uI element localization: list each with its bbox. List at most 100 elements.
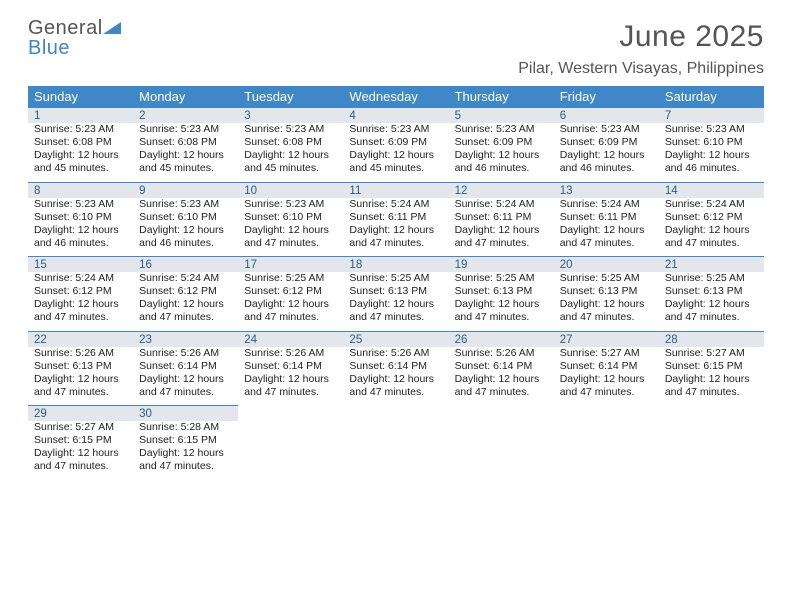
- day-number: 17: [238, 257, 343, 272]
- sunrise-line: Sunrise: 5:23 AM: [560, 123, 653, 136]
- sunrise-line: Sunrise: 5:23 AM: [244, 198, 337, 211]
- day-cell: Sunrise: 5:24 AMSunset: 6:11 PMDaylight:…: [449, 198, 554, 257]
- day-cell: Sunrise: 5:25 AMSunset: 6:13 PMDaylight:…: [449, 272, 554, 331]
- sunset-line: Sunset: 6:14 PM: [349, 360, 442, 373]
- title-block: June 2025 Pilar, Western Visayas, Philip…: [518, 20, 764, 78]
- sunset-line: Sunset: 6:13 PM: [349, 285, 442, 298]
- calendar-body: 1234567Sunrise: 5:23 AMSunset: 6:08 PMDa…: [28, 108, 764, 480]
- day-cell: Sunrise: 5:23 AMSunset: 6:09 PMDaylight:…: [343, 123, 448, 182]
- day-number: 13: [554, 183, 659, 198]
- sunset-line: Sunset: 6:10 PM: [665, 136, 758, 149]
- day-cell: Sunrise: 5:25 AMSunset: 6:12 PMDaylight:…: [238, 272, 343, 331]
- daylight-line: Daylight: 12 hours and 47 minutes.: [560, 298, 653, 324]
- day-cell: Sunrise: 5:26 AMSunset: 6:13 PMDaylight:…: [28, 347, 133, 406]
- sunrise-line: Sunrise: 5:26 AM: [349, 347, 442, 360]
- daylight-line: Daylight: 12 hours and 46 minutes.: [455, 149, 548, 175]
- sunset-line: Sunset: 6:14 PM: [139, 360, 232, 373]
- sunrise-line: Sunrise: 5:24 AM: [349, 198, 442, 211]
- daylight-line: Daylight: 12 hours and 46 minutes.: [34, 224, 127, 250]
- day-number: 25: [343, 332, 448, 347]
- day-cell: Sunrise: 5:25 AMSunset: 6:13 PMDaylight:…: [659, 272, 764, 331]
- daylight-line: Daylight: 12 hours and 47 minutes.: [139, 373, 232, 399]
- daylight-line: Daylight: 12 hours and 47 minutes.: [349, 373, 442, 399]
- sunset-line: Sunset: 6:13 PM: [455, 285, 548, 298]
- week-row: Sunrise: 5:24 AMSunset: 6:12 PMDaylight:…: [28, 272, 764, 331]
- day-cell: Sunrise: 5:23 AMSunset: 6:09 PMDaylight:…: [554, 123, 659, 182]
- day-number: 27: [554, 332, 659, 347]
- day-number: 18: [343, 257, 448, 272]
- sunset-line: Sunset: 6:13 PM: [34, 360, 127, 373]
- weekday-header: Thursday: [449, 86, 554, 108]
- day-cell-empty: [659, 421, 764, 427]
- day-cell-empty: [449, 421, 554, 427]
- page-header: General Blue June 2025 Pilar, Western Vi…: [28, 20, 764, 78]
- week-row: Sunrise: 5:26 AMSunset: 6:13 PMDaylight:…: [28, 347, 764, 406]
- daylight-line: Daylight: 12 hours and 45 minutes.: [349, 149, 442, 175]
- daylight-line: Daylight: 12 hours and 47 minutes.: [34, 298, 127, 324]
- sunset-line: Sunset: 6:11 PM: [560, 211, 653, 224]
- day-number: 1: [28, 108, 133, 123]
- day-cell: Sunrise: 5:24 AMSunset: 6:11 PMDaylight:…: [554, 198, 659, 257]
- sunrise-line: Sunrise: 5:26 AM: [139, 347, 232, 360]
- sunrise-line: Sunrise: 5:26 AM: [455, 347, 548, 360]
- sunrise-line: Sunrise: 5:25 AM: [349, 272, 442, 285]
- week-row: Sunrise: 5:27 AMSunset: 6:15 PMDaylight:…: [28, 421, 764, 480]
- day-cell-empty: [238, 421, 343, 427]
- sunset-line: Sunset: 6:10 PM: [34, 211, 127, 224]
- location-subtitle: Pilar, Western Visayas, Philippines: [518, 60, 764, 78]
- day-number: 6: [554, 108, 659, 123]
- day-cell-empty: [343, 421, 448, 427]
- day-cell: Sunrise: 5:27 AMSunset: 6:14 PMDaylight:…: [554, 347, 659, 406]
- day-number: 11: [343, 183, 448, 198]
- sunset-line: Sunset: 6:15 PM: [139, 434, 232, 447]
- sunset-line: Sunset: 6:09 PM: [349, 136, 442, 149]
- daylight-line: Daylight: 12 hours and 47 minutes.: [349, 298, 442, 324]
- day-number: 14: [659, 183, 764, 198]
- day-cell: Sunrise: 5:23 AMSunset: 6:10 PMDaylight:…: [238, 198, 343, 257]
- sunrise-line: Sunrise: 5:26 AM: [34, 347, 127, 360]
- day-number: 23: [133, 332, 238, 347]
- sunrise-line: Sunrise: 5:23 AM: [244, 123, 337, 136]
- daylight-line: Daylight: 12 hours and 47 minutes.: [139, 447, 232, 473]
- week-row: Sunrise: 5:23 AMSunset: 6:10 PMDaylight:…: [28, 198, 764, 257]
- day-number: 12: [449, 183, 554, 198]
- day-number: 10: [238, 183, 343, 198]
- day-number: 21: [659, 257, 764, 272]
- day-cell: Sunrise: 5:24 AMSunset: 6:12 PMDaylight:…: [659, 198, 764, 257]
- sunrise-line: Sunrise: 5:24 AM: [455, 198, 548, 211]
- day-cell: Sunrise: 5:23 AMSunset: 6:08 PMDaylight:…: [28, 123, 133, 182]
- day-cell: Sunrise: 5:27 AMSunset: 6:15 PMDaylight:…: [28, 421, 133, 480]
- daylight-line: Daylight: 12 hours and 47 minutes.: [455, 298, 548, 324]
- day-number: 29: [28, 406, 133, 421]
- sunrise-line: Sunrise: 5:23 AM: [139, 198, 232, 211]
- weekday-header: Monday: [133, 86, 238, 108]
- day-cell: Sunrise: 5:23 AMSunset: 6:08 PMDaylight:…: [133, 123, 238, 182]
- day-cell-empty: [554, 421, 659, 427]
- daylight-line: Daylight: 12 hours and 47 minutes.: [34, 373, 127, 399]
- sunset-line: Sunset: 6:09 PM: [455, 136, 548, 149]
- brand-logo: General Blue: [28, 18, 121, 58]
- calendar-header-row: SundayMondayTuesdayWednesdayThursdayFrid…: [28, 86, 764, 108]
- brand-text: General Blue: [28, 18, 121, 58]
- daylight-line: Daylight: 12 hours and 45 minutes.: [139, 149, 232, 175]
- sunset-line: Sunset: 6:12 PM: [665, 211, 758, 224]
- sunrise-line: Sunrise: 5:27 AM: [560, 347, 653, 360]
- day-cell: Sunrise: 5:24 AMSunset: 6:12 PMDaylight:…: [133, 272, 238, 331]
- sunrise-line: Sunrise: 5:24 AM: [560, 198, 653, 211]
- daynum-row: 22232425262728: [28, 331, 764, 347]
- sunset-line: Sunset: 6:14 PM: [244, 360, 337, 373]
- sunrise-line: Sunrise: 5:23 AM: [665, 123, 758, 136]
- day-number: 16: [133, 257, 238, 272]
- sunrise-line: Sunrise: 5:25 AM: [244, 272, 337, 285]
- daylight-line: Daylight: 12 hours and 47 minutes.: [349, 224, 442, 250]
- day-number: 19: [449, 257, 554, 272]
- daylight-line: Daylight: 12 hours and 45 minutes.: [244, 149, 337, 175]
- sunset-line: Sunset: 6:08 PM: [34, 136, 127, 149]
- daylight-line: Daylight: 12 hours and 47 minutes.: [455, 224, 548, 250]
- day-cell: Sunrise: 5:25 AMSunset: 6:13 PMDaylight:…: [343, 272, 448, 331]
- sunrise-line: Sunrise: 5:26 AM: [244, 347, 337, 360]
- daylight-line: Daylight: 12 hours and 47 minutes.: [244, 298, 337, 324]
- page-title: June 2025: [518, 20, 764, 54]
- day-cell: Sunrise: 5:23 AMSunset: 6:10 PMDaylight:…: [133, 198, 238, 257]
- sunrise-line: Sunrise: 5:23 AM: [34, 123, 127, 136]
